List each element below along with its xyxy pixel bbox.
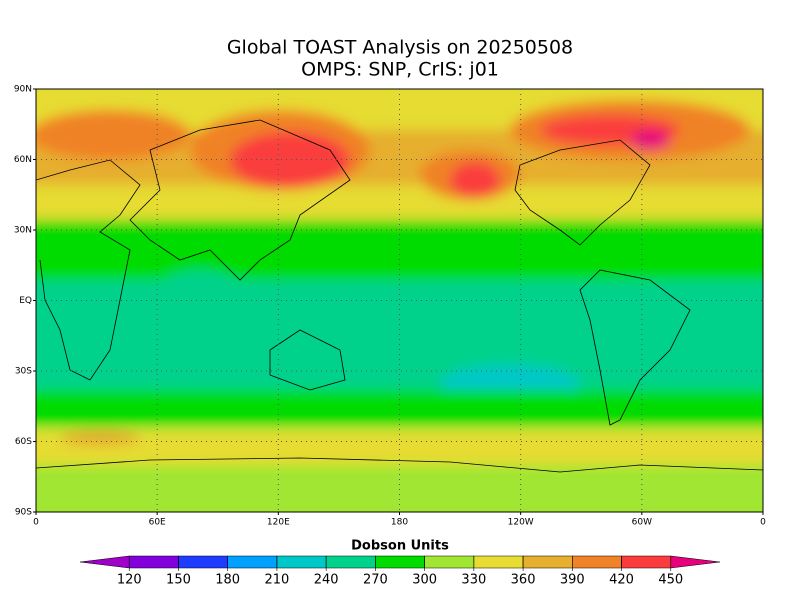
- lat-label: 60N: [14, 155, 32, 165]
- colorbar-label: 360: [511, 573, 536, 588]
- colorbar-swatch: [572, 555, 622, 569]
- lat-label: EQ: [19, 296, 32, 306]
- colorbar-label: 180: [215, 573, 240, 588]
- lat-label: 60S: [15, 437, 32, 447]
- title: Global TOAST Analysis on 20250508: [227, 37, 573, 59]
- colorbar-swatch: [128, 555, 179, 569]
- colorbar-label: 330: [461, 573, 486, 588]
- lon-label: 120E: [267, 518, 290, 528]
- colorbar-label: 270: [363, 573, 388, 588]
- colorbar-arrow: [79, 555, 130, 569]
- colorbar-swatch: [522, 555, 573, 569]
- lon-label: 180: [391, 518, 408, 528]
- lat-label: 90S: [15, 508, 32, 518]
- lon-label: 60E: [149, 518, 166, 528]
- colorbar-swatch: [473, 555, 524, 569]
- colorbar-label: 210: [265, 573, 290, 588]
- lon-label: 0: [33, 518, 39, 528]
- lon-label: 60W: [632, 518, 652, 528]
- subtitle: OMPS: SNP, CrIS: j01: [301, 59, 499, 81]
- colorbar-swatch: [424, 555, 475, 569]
- colorbar-label: 420: [609, 573, 634, 588]
- colorbar-title: Dobson Units: [351, 539, 449, 554]
- lat-label: 90N: [14, 85, 32, 95]
- colorbar-label: 150: [166, 573, 191, 588]
- colorbar-swatch: [276, 555, 327, 569]
- lon-label: 0: [760, 518, 766, 528]
- colorbar-swatch: [178, 555, 228, 569]
- lon-label: 120W: [508, 518, 534, 528]
- colorbar-swatch: [227, 555, 278, 569]
- colorbar-swatch: [621, 555, 672, 569]
- lat-label: 30S: [15, 367, 32, 377]
- colorbar-arrow: [670, 555, 721, 569]
- colorbar-label: 300: [412, 573, 437, 588]
- colorbar-swatch: [325, 555, 376, 569]
- colorbar-label: 240: [314, 573, 339, 588]
- colorbar-label: 120: [117, 573, 142, 588]
- colorbar-swatch: [375, 555, 425, 569]
- colorbar-label: 450: [658, 573, 683, 588]
- lat-label: 30N: [14, 226, 32, 236]
- colorbar-label: 390: [560, 573, 585, 588]
